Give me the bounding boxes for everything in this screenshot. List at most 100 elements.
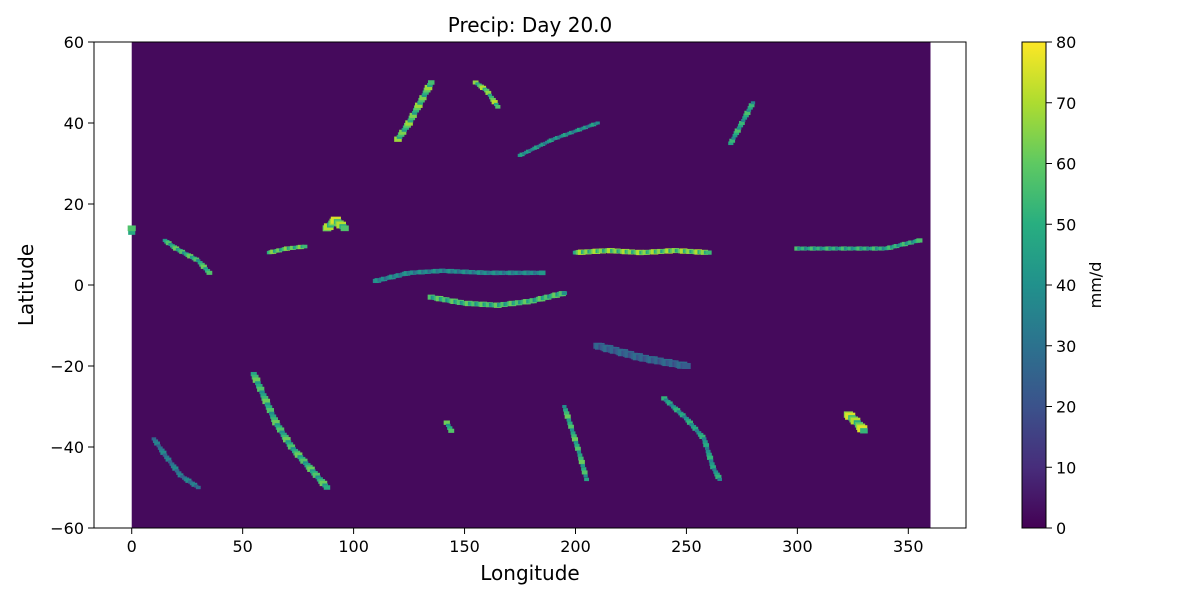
precip-cell: [269, 411, 275, 416]
precip-cell: [399, 129, 407, 135]
precip-cell: [255, 381, 261, 386]
precip-cell: [484, 88, 490, 93]
precip-cell: [411, 111, 418, 115]
precip-cell: [394, 136, 402, 142]
precip-feature: [843, 411, 868, 434]
precip-cell: [396, 134, 403, 139]
precip-cell: [259, 390, 265, 395]
precip-feature: [572, 248, 712, 256]
precip-cell: [581, 470, 588, 475]
precip-cell: [294, 452, 303, 458]
precip-cell: [679, 413, 686, 418]
precip-cell: [682, 362, 691, 370]
precip-cell: [741, 118, 746, 122]
precip-feature: [394, 80, 435, 142]
precip-cell: [528, 148, 533, 152]
precip-cell: [569, 130, 574, 135]
precip-cell: [272, 420, 280, 426]
precip-cell: [713, 470, 719, 474]
precip-cell: [280, 432, 287, 437]
precip-cell: [728, 141, 734, 146]
precip-cell: [174, 469, 180, 473]
x-tick-label: 200: [560, 537, 591, 556]
precip-cell: [578, 456, 584, 461]
precip-cell: [583, 474, 588, 478]
precip-cell: [176, 471, 182, 475]
y-tick-label: 60: [64, 33, 84, 52]
colorbar-gradient: [1021, 41, 1047, 529]
precip-cell: [750, 101, 756, 105]
precip-feature: [593, 342, 691, 370]
x-tick-label: 250: [671, 537, 702, 556]
precip-cell: [319, 480, 328, 487]
y-axis: −60 −40 −20 0 20 40 60: [50, 33, 94, 538]
precip-cell: [287, 444, 296, 450]
precip-cell: [732, 133, 738, 138]
precip-cell: [916, 238, 923, 243]
precip-cell: [250, 371, 257, 377]
precip-cell: [257, 386, 265, 392]
precip-cell: [195, 485, 201, 490]
precip-cell: [414, 102, 423, 108]
precip-cell: [701, 437, 707, 441]
precip-cell: [256, 383, 263, 389]
precip-cell: [421, 93, 427, 98]
precip-cell: [705, 449, 711, 454]
y-tick-label: −40: [50, 438, 84, 457]
colorbar-label: mm/d: [1086, 262, 1105, 309]
precip-feature: [562, 405, 590, 482]
precip-cell: [699, 434, 706, 440]
precip-cell: [748, 103, 755, 108]
precip-cell: [737, 123, 744, 128]
precip-feature: [127, 225, 136, 235]
precip-cell: [485, 90, 492, 95]
precip-cell: [300, 458, 308, 464]
precip-feature: [472, 80, 501, 109]
precip-feature: [266, 244, 308, 255]
precip-feature: [250, 371, 331, 490]
precip-cell: [595, 121, 600, 125]
colorbar-tick-label: 60: [1056, 155, 1076, 174]
precip-cell: [412, 108, 420, 113]
precip-cell: [417, 100, 424, 105]
precip-cell: [165, 457, 172, 462]
precip-cell: [575, 446, 581, 451]
precip-cell: [574, 443, 580, 448]
precip-cell: [159, 448, 165, 453]
colorbar-tick-label: 10: [1056, 458, 1076, 477]
precip-cell: [739, 120, 745, 126]
precip-cell: [708, 459, 714, 463]
precip-cell: [264, 402, 271, 407]
colorbar-tick-label: 80: [1056, 33, 1076, 52]
precip-cell: [519, 152, 525, 157]
precip-cell: [162, 453, 168, 457]
precip-cell: [408, 115, 416, 121]
precip-cell: [563, 408, 568, 412]
precip-cell: [260, 393, 267, 398]
precip-cell: [878, 246, 885, 251]
precip-cell: [495, 104, 501, 109]
precip-cell: [576, 127, 583, 132]
precip-cell: [584, 477, 590, 482]
precip-cell: [707, 455, 714, 460]
precip-cell: [832, 246, 838, 251]
precip-cell: [569, 428, 575, 432]
precip-cell: [127, 225, 136, 232]
precip-cell: [491, 100, 498, 105]
precip-feature: [372, 268, 546, 284]
x-tick-label: 0: [127, 537, 137, 556]
precip-cell: [265, 405, 273, 410]
precip-cell: [128, 229, 136, 235]
precip-cell: [170, 464, 177, 469]
precip-cell: [570, 431, 576, 435]
precip-cell: [271, 417, 278, 423]
precip-feature: [661, 396, 722, 481]
precip-cell: [578, 459, 585, 465]
precip-cell: [270, 414, 277, 419]
precip-cell: [746, 108, 752, 112]
colorbar-tick-label: 20: [1056, 398, 1076, 417]
precip-cell: [152, 439, 159, 444]
x-axis-label: Longitude: [480, 561, 579, 585]
precip-cell: [164, 455, 170, 460]
